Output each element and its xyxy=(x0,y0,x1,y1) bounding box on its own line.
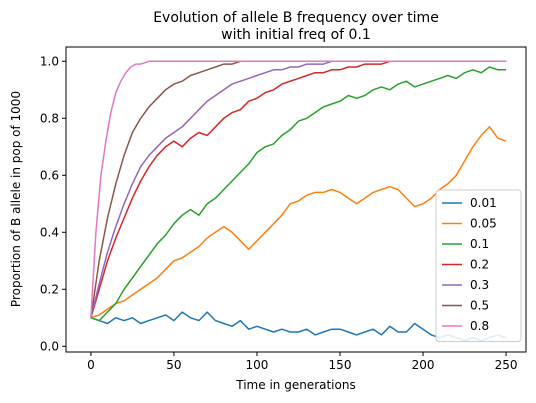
legend-label-6: 0.8 xyxy=(470,319,489,333)
legend-label-1: 0.05 xyxy=(470,217,497,231)
x-tick-label: 250 xyxy=(495,358,518,372)
x-tick-label: 200 xyxy=(412,358,435,372)
y-tick-label: 0.4 xyxy=(40,225,59,239)
y-tick-label: 1.0 xyxy=(40,54,59,68)
legend: 0.01 0.05 0.1 0.2 0.3 0.5 0.8 xyxy=(435,189,522,342)
x-tick-label: 50 xyxy=(166,358,181,372)
y-tick-label: 0.2 xyxy=(40,282,59,296)
legend-label-3: 0.2 xyxy=(470,258,489,272)
y-tick-label: 0.6 xyxy=(40,168,59,182)
x-tick-label: 150 xyxy=(329,358,352,372)
x-axis-label: Time in generations xyxy=(235,378,355,392)
y-tick-label: 0.0 xyxy=(40,339,59,353)
y-axis-label: Proportion of B allele in pop of 1000 xyxy=(9,91,23,307)
plot-frame xyxy=(65,46,527,353)
legend-label-4: 0.3 xyxy=(470,278,489,292)
chart-title-line2: with initial freq of 0.1 xyxy=(221,27,371,43)
legend-label-5: 0.5 xyxy=(470,299,489,313)
plot-lines xyxy=(90,60,507,342)
series-line-2 xyxy=(90,66,507,322)
x-tick-label: 0 xyxy=(87,358,95,372)
legend-label-0: 0.01 xyxy=(470,196,497,210)
legend-frame xyxy=(435,189,522,342)
x-axis-ticks: 0 50 100 150 200 250 xyxy=(87,352,518,372)
y-tick-label: 0.8 xyxy=(40,111,59,125)
series-line-6 xyxy=(90,60,507,318)
legend-label-2: 0.1 xyxy=(470,237,489,251)
x-tick-label: 100 xyxy=(246,358,269,372)
chart-title-line1: Evolution of allele B frequency over tim… xyxy=(153,10,439,26)
y-axis-ticks: 0.0 0.2 0.4 0.6 0.8 1.0 xyxy=(40,54,66,353)
